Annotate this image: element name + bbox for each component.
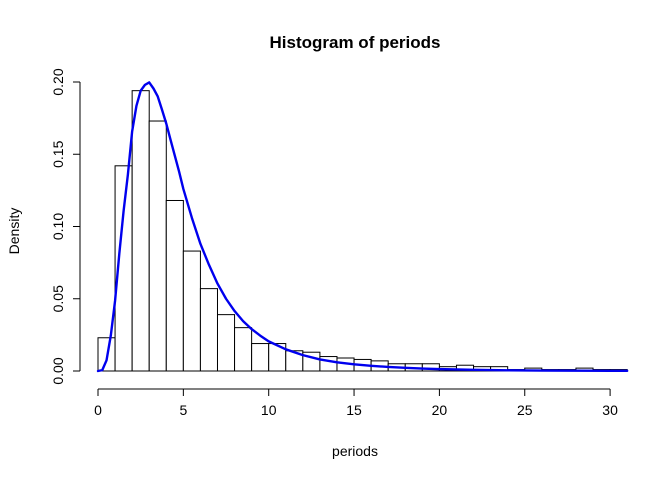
y-tick-label: 0.20 xyxy=(50,68,66,95)
x-tick-label: 25 xyxy=(517,402,533,418)
x-tick-label: 0 xyxy=(94,402,102,418)
histogram-bar xyxy=(165,199,184,372)
y-tick-label: 0.10 xyxy=(50,213,66,240)
x-tick-label: 30 xyxy=(602,402,618,418)
histogram-bar xyxy=(199,288,218,372)
y-axis: 0.00 0.05 0.10 0.15 0.20 xyxy=(50,68,81,385)
histogram-bar xyxy=(148,120,167,372)
density-curve xyxy=(96,81,629,373)
x-tick-label: 20 xyxy=(432,402,448,418)
y-tick-label: 0.00 xyxy=(50,357,66,384)
histogram-bar xyxy=(182,250,201,372)
histogram-bar xyxy=(131,90,150,372)
x-tick-label: 10 xyxy=(261,402,277,418)
chart-title: Histogram of periods xyxy=(270,33,441,52)
y-tick-label: 0.05 xyxy=(50,285,66,312)
histogram-bar xyxy=(234,327,253,372)
x-tick-label: 5 xyxy=(179,402,187,418)
x-tick-label: 15 xyxy=(346,402,362,418)
histogram-bars xyxy=(97,90,628,372)
y-axis-label: Density xyxy=(6,208,22,255)
histogram-bar xyxy=(216,314,236,372)
x-axis: 0 5 10 15 20 25 30 xyxy=(94,388,618,418)
y-tick-label: 0.15 xyxy=(50,140,66,167)
histogram-bar xyxy=(251,343,270,372)
x-axis-label: periods xyxy=(332,443,378,459)
